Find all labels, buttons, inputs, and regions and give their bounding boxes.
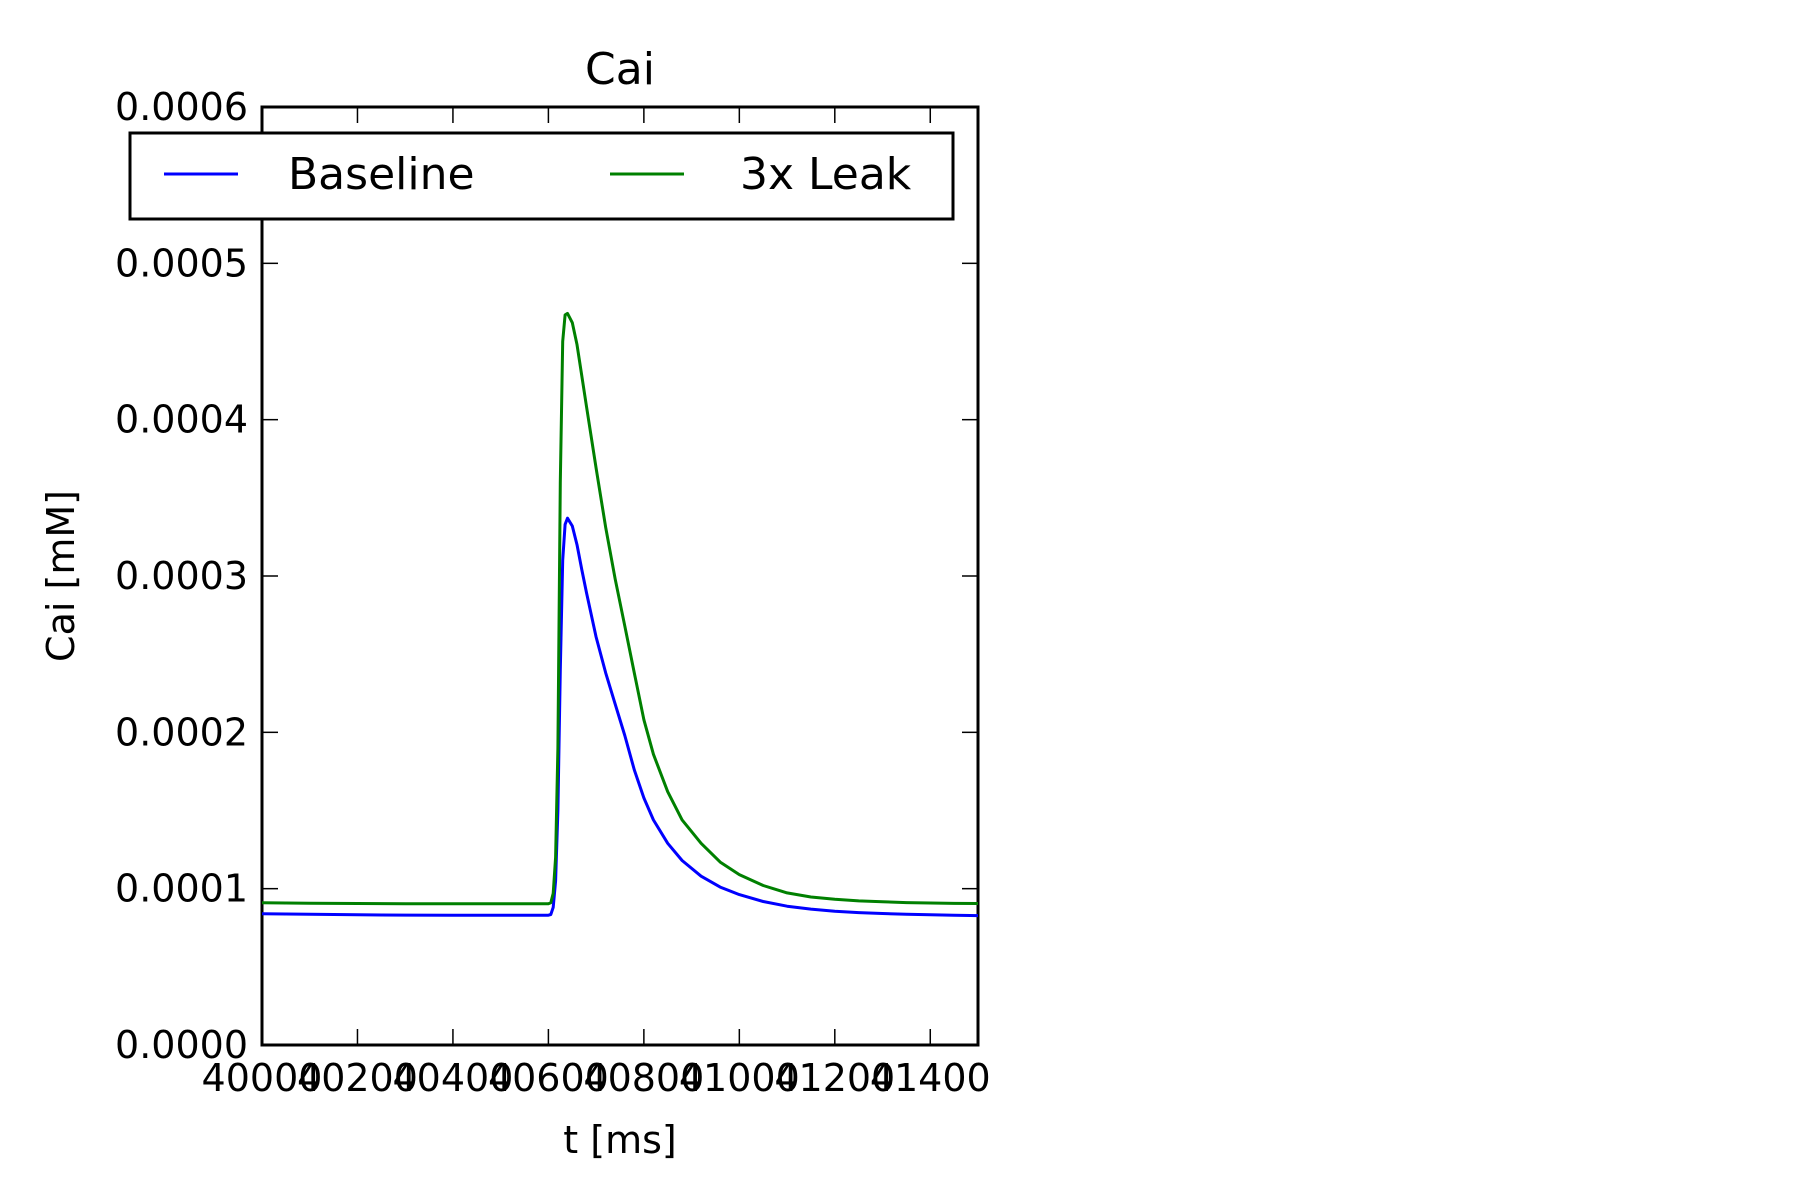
y-tick-label: 0.0000 (115, 1023, 248, 1067)
x-tick-label: 41000 (679, 1056, 800, 1100)
y-tick-label: 0.0006 (115, 85, 248, 129)
legend-label-baseline: Baseline (288, 149, 475, 200)
plot-area: 0.0000 0.0001 0.0002 0.0003 0.0004 0.0005 0.00… (115, 85, 991, 1100)
y-axis-ticks: 0.0000 0.0001 0.0002 0.0003 0.0004 0.0005 0.00… (115, 85, 978, 1067)
x-tick-label: 40400 (392, 1056, 513, 1100)
x-tick-label: 40000 (202, 1056, 323, 1100)
x-axis-label: t [ms] (563, 1118, 676, 1162)
series-lines (261, 311, 979, 918)
series-line-baseline (261, 516, 979, 918)
y-tick-label: 0.0003 (115, 554, 248, 598)
x-tick-label: 40800 (583, 1056, 704, 1100)
x-tick-label: 40600 (488, 1056, 609, 1100)
y-tick-label: 0.0001 (115, 867, 248, 911)
chart-title: Cai (585, 44, 655, 95)
x-tick-label: 41200 (774, 1056, 895, 1100)
y-tick-label: 0.0005 (115, 241, 248, 285)
y-tick-label: 0.0004 (115, 398, 248, 442)
y-tick-label: 0.0002 (115, 710, 248, 754)
legend: Baseline 3x Leak (128, 131, 955, 221)
y-axis-label: Cai [mM] (39, 490, 83, 662)
series-line-3x-leak (261, 311, 979, 906)
legend-label-3x-leak: 3x Leak (740, 149, 912, 200)
x-tick-label: 40200 (297, 1056, 418, 1100)
x-tick-label: 41400 (870, 1056, 991, 1100)
legend-box (128, 131, 955, 221)
